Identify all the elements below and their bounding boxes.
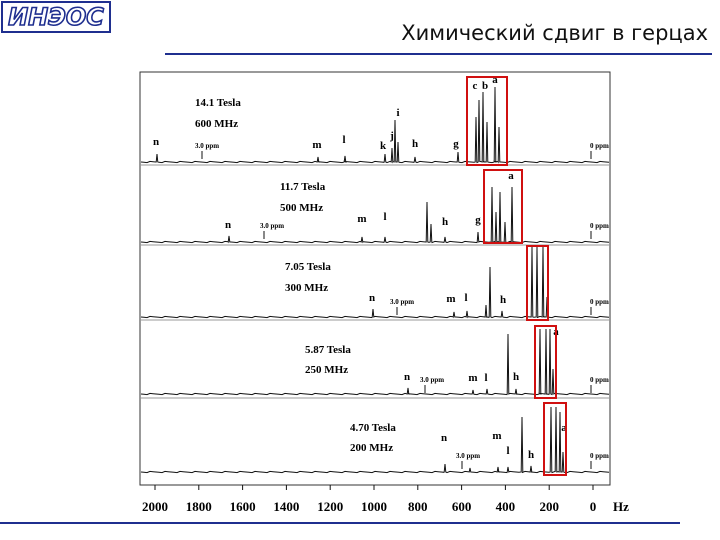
field-label: 11.7 Tesla [280,181,326,193]
peak-label: c [473,80,478,92]
spectrum-trace [140,328,610,396]
zero-label: 0 ppm [590,376,609,384]
peak-label: m [492,430,501,442]
spectrum-trace [140,186,610,244]
peak-label: b [482,80,488,92]
ref-label: 3.0 ppm [456,452,480,460]
x-tick-label: 1800 [186,499,212,514]
zero-label: 0 ppm [590,142,609,150]
frequency-label: 300 MHz [285,282,328,294]
peak-label: n [225,219,231,231]
spectrum-trace [140,86,610,164]
x-tick-label: 1000 [361,499,387,514]
highlight-box [526,245,549,321]
x-tick-label: 0 [590,499,597,514]
plot-frame [139,71,611,486]
peak-label: g [453,138,459,150]
zero-label: 0 ppm [590,222,609,230]
field-label: 4.70 Tesla [350,422,396,434]
zero-label: 0 ppm [590,298,609,306]
x-tick-label: 600 [452,499,472,514]
peak-label: a [508,170,514,182]
peak-label: h [500,294,506,306]
peak-label: l [484,372,487,384]
peak-label: m [312,139,321,151]
highlight-box [466,76,508,166]
x-tick-label: 800 [408,499,428,514]
highlight-box [483,169,523,244]
field-label: 5.87 Tesla [305,344,351,356]
x-tick-label: 1600 [230,499,256,514]
peak-label: m [446,293,455,305]
peak-label: j [389,130,394,142]
zero-label: 0 ppm [590,452,609,460]
spectrum-trace [140,406,610,474]
peak-label: m [357,213,366,225]
peak-label: n [369,292,375,304]
slide-title: Химический сдвиг в герцах [401,21,708,45]
peak-label: l [342,134,345,146]
ref-label: 3.0 ppm [260,222,284,230]
frequency-label: 600 MHz [195,118,238,130]
peak-label: n [441,432,447,444]
spectrum-trace [140,246,610,319]
peak-label: l [464,292,467,304]
peak-label: a [561,422,567,434]
highlight-box [543,402,567,476]
peak-label: h [528,449,534,461]
ref-label: 3.0 ppm [390,298,414,306]
frequency-label: 500 MHz [280,202,323,214]
x-tick-label: 2000 [142,499,168,514]
field-label: 14.1 Tesla [195,97,241,109]
x-tick-label: 400 [496,499,516,514]
peak-label: l [506,445,509,457]
peak-label: i [396,107,399,119]
x-axis-unit: Hz [613,499,629,514]
field-label: 7.05 Tesla [285,261,331,273]
peak-label: k [380,140,387,152]
x-tick-label: 1200 [317,499,343,514]
peak-label: g [475,214,481,226]
ref-label: 3.0 ppm [420,376,444,384]
peak-label: l [383,211,386,223]
peak-label: h [442,216,448,228]
frequency-label: 250 MHz [305,364,348,376]
x-tick-label: 200 [539,499,559,514]
peak-label: h [513,371,519,383]
logo: ИНЭОС [8,3,104,31]
ref-label: 3.0 ppm [195,142,219,150]
peak-label: n [404,371,410,383]
highlight-box [534,325,557,399]
peak-label: a [492,74,498,86]
peak-label: h [412,138,418,150]
peak-label: m [468,372,477,384]
logo-box [1,1,111,33]
peak-label: n [153,136,159,148]
frequency-label: 200 MHz [350,442,393,454]
x-tick-label: 1400 [273,499,299,514]
